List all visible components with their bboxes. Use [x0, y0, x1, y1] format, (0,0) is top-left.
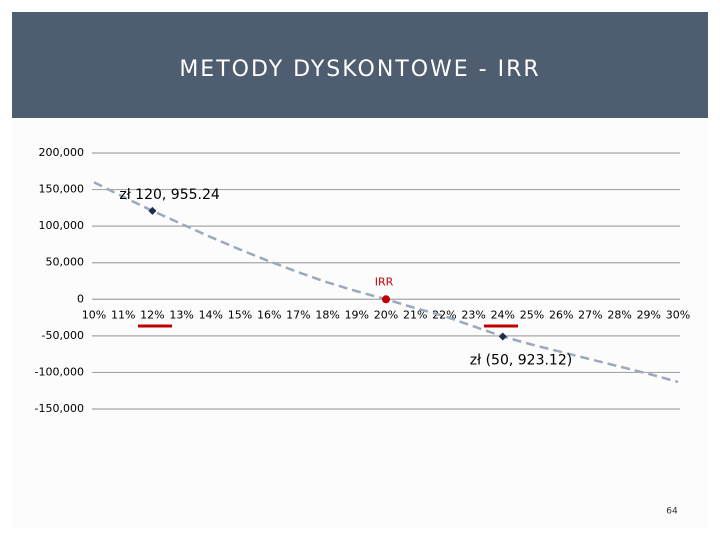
x-tick-label: 14%: [199, 308, 223, 321]
y-tick-label: -150,000: [35, 402, 84, 415]
point-label: zł (50, 923.12): [470, 353, 572, 369]
x-tick-label: 15%: [228, 308, 252, 321]
x-tick-label: 13%: [169, 308, 193, 321]
irr-point: [382, 295, 390, 304]
content-area: [12, 118, 708, 528]
x-tick-label: 19%: [345, 308, 369, 321]
x-tick-label: 30%: [666, 308, 690, 321]
point-label: IRR: [375, 275, 394, 288]
y-tick-label: -50,000: [42, 329, 84, 342]
x-tick-label: 26%: [549, 308, 573, 321]
x-tick-label: 23%: [461, 308, 485, 321]
page-number: 64: [666, 507, 678, 517]
x-tick-label: 25%: [520, 308, 544, 321]
x-tick-label: 17%: [286, 308, 310, 321]
x-tick-label: 29%: [637, 308, 661, 321]
chart-title: METODY DYSKONTOWE - IRR: [179, 57, 540, 82]
y-tick-label: 200,000: [39, 146, 85, 159]
x-tick-label: 28%: [607, 308, 631, 321]
x-tick-label: 27%: [578, 308, 602, 321]
y-tick-label: 50,000: [46, 256, 85, 269]
x-tick-label: 18%: [315, 308, 339, 321]
x-tick-label: 16%: [257, 308, 281, 321]
point-label: zł 120, 955.24: [119, 187, 219, 203]
x-tick-label: 21%: [403, 308, 427, 321]
point-marker: [498, 332, 507, 341]
header-band: [12, 12, 708, 118]
x-tick-label: 20%: [374, 308, 398, 321]
y-tick-label: 100,000: [39, 219, 85, 232]
point-marker: [148, 206, 157, 215]
y-tick-label: -100,000: [35, 365, 84, 378]
x-tick-label: 10%: [82, 308, 106, 321]
x-tick-label: 11%: [111, 308, 135, 321]
y-tick-label: 0: [77, 292, 84, 305]
x-tick-label: 24%: [491, 308, 515, 321]
x-tick-label: 12%: [140, 308, 164, 321]
y-tick-label: 150,000: [39, 183, 85, 196]
